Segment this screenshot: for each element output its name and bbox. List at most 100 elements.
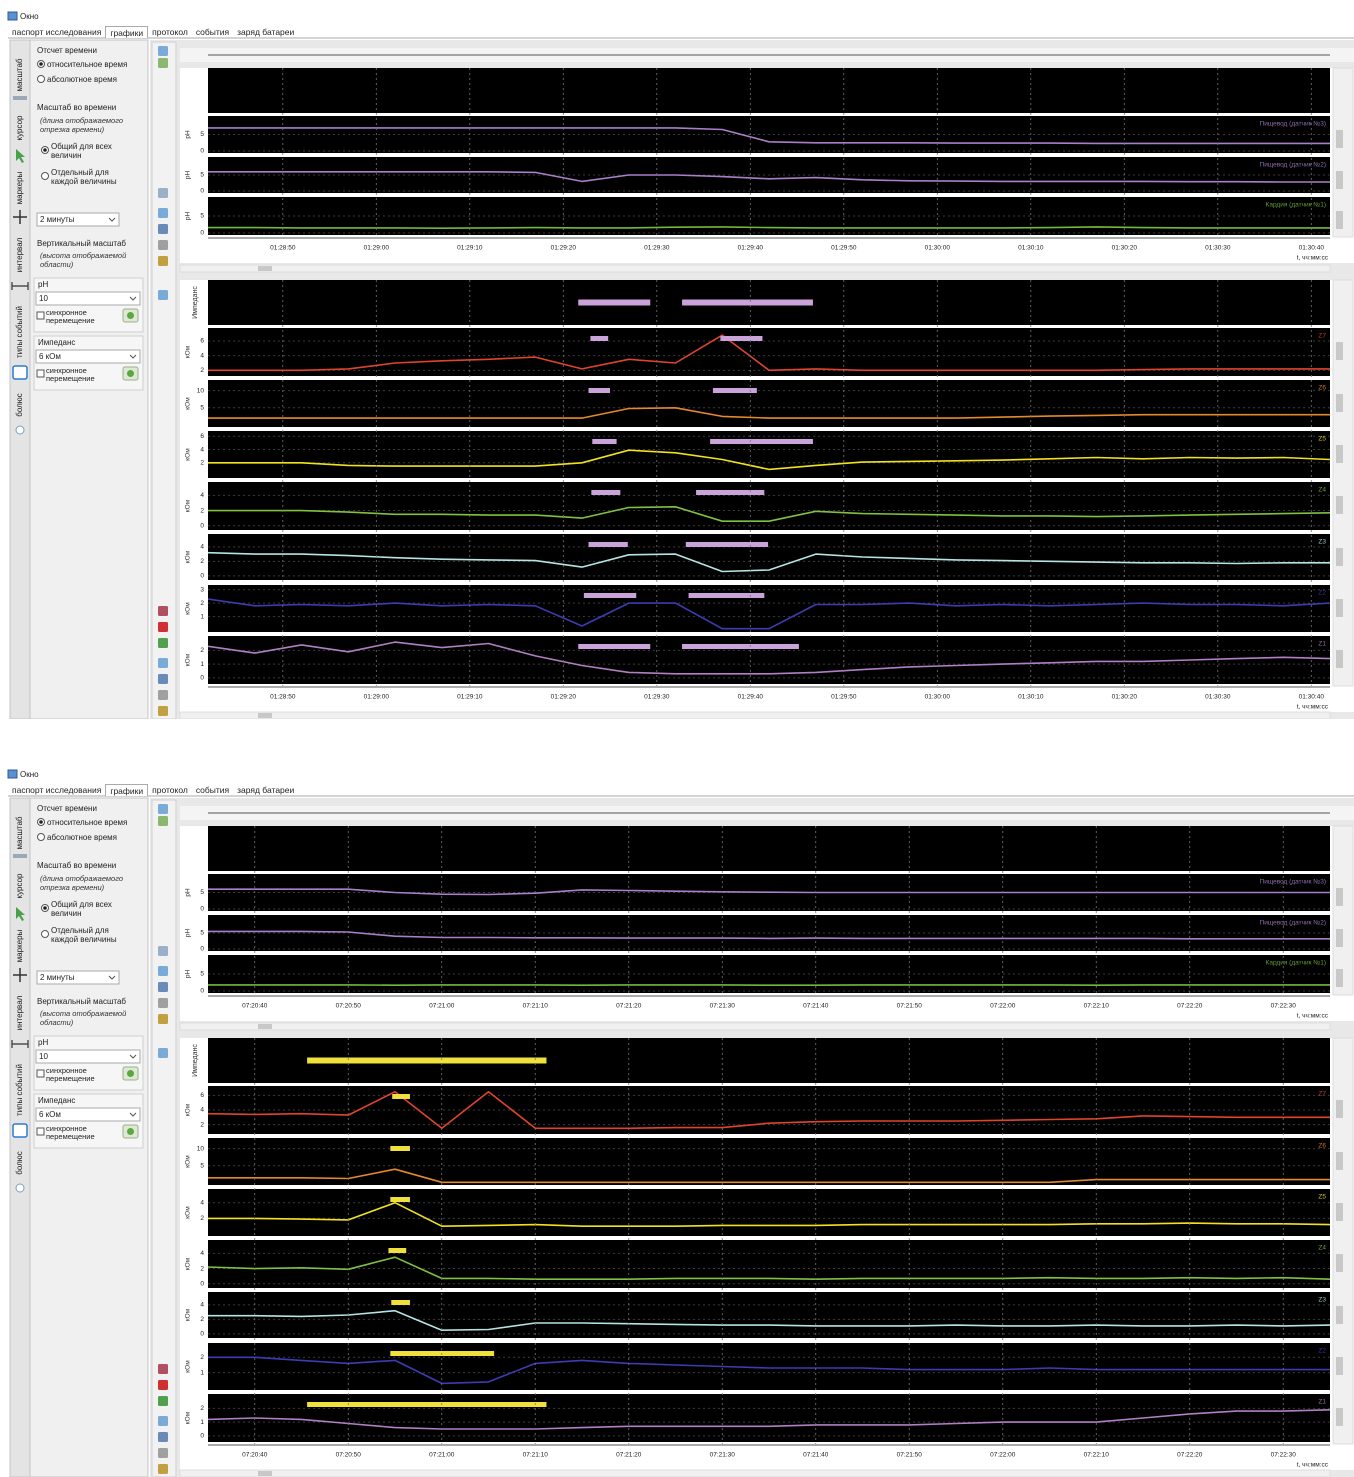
tab[interactable]: протокол bbox=[152, 785, 188, 795]
tab[interactable]: события bbox=[195, 27, 230, 37]
radio[interactable] bbox=[37, 833, 45, 841]
x-tick-label: 07:20:50 bbox=[336, 1452, 362, 1459]
tab[interactable]: паспорт исследования bbox=[12, 785, 102, 795]
toolbar-icon[interactable] bbox=[158, 1048, 168, 1058]
toolbar-icon[interactable] bbox=[158, 982, 168, 992]
h-scrollbar[interactable] bbox=[179, 711, 1331, 719]
channel-background bbox=[208, 1343, 1330, 1390]
toolbar-icon[interactable] bbox=[158, 1364, 168, 1374]
side-tab[interactable]: интервал bbox=[15, 995, 24, 1030]
group-title: Импеданс bbox=[38, 1096, 76, 1105]
toolbar-icon[interactable] bbox=[158, 946, 168, 956]
toolbar-icon[interactable] bbox=[158, 208, 168, 218]
y-tick-label: 6 bbox=[200, 433, 204, 440]
y-tick-label: 1 bbox=[200, 661, 204, 668]
toolbar-icon[interactable] bbox=[158, 658, 168, 668]
toolbar-icon[interactable] bbox=[158, 1416, 168, 1426]
side-tab[interactable]: болюс bbox=[15, 1151, 24, 1175]
toolbar-icon[interactable] bbox=[158, 1380, 168, 1390]
side-tab[interactable]: типы событий bbox=[15, 1064, 24, 1116]
h-scroll-thumb[interactable] bbox=[258, 266, 272, 271]
radio-label: Общий для всех величин bbox=[51, 142, 112, 160]
h-scrollbar[interactable] bbox=[179, 264, 1331, 273]
select-arrow bbox=[129, 354, 137, 359]
h-scroll-thumb[interactable] bbox=[258, 1024, 272, 1029]
checkbox[interactable] bbox=[36, 311, 45, 320]
radio[interactable] bbox=[41, 930, 49, 938]
signal-line bbox=[208, 551, 1330, 573]
select-box[interactable] bbox=[36, 212, 120, 227]
h-scroll-thumb[interactable] bbox=[258, 1471, 272, 1476]
toolbar-icon[interactable] bbox=[158, 804, 168, 814]
side-tab[interactable]: маркеры bbox=[15, 171, 24, 204]
toolbar-icon[interactable] bbox=[158, 256, 168, 266]
radio[interactable] bbox=[41, 172, 49, 180]
checkbox[interactable] bbox=[36, 1127, 45, 1136]
select-box[interactable] bbox=[35, 1049, 141, 1064]
select-box[interactable] bbox=[35, 349, 141, 364]
side-tab[interactable]: масштаб bbox=[15, 816, 24, 849]
y-tick-label: 0 bbox=[200, 230, 204, 237]
x-tick-label: 07:21:10 bbox=[523, 1452, 549, 1459]
toolbar-icon[interactable] bbox=[158, 46, 168, 56]
marker-bar bbox=[583, 593, 637, 598]
toolbar-icon[interactable] bbox=[158, 1396, 168, 1406]
window-title: Окно bbox=[20, 770, 39, 779]
side-tab[interactable]: курсор bbox=[15, 115, 24, 140]
radio-dot bbox=[43, 906, 47, 910]
toolbar-icon[interactable] bbox=[158, 998, 168, 1008]
tab[interactable]: графики bbox=[105, 784, 149, 796]
toolbar-icon[interactable] bbox=[158, 674, 168, 684]
toolbar-icon[interactable] bbox=[158, 290, 168, 300]
side-tab[interactable]: типы событий bbox=[15, 306, 24, 358]
select-box[interactable] bbox=[35, 1107, 141, 1122]
label: Вертикальный масштаб bbox=[37, 997, 126, 1006]
toolbar-icon[interactable] bbox=[158, 224, 168, 234]
window-icon bbox=[7, 11, 18, 21]
toolbar-icon[interactable] bbox=[158, 606, 168, 616]
channel-unit: pH bbox=[185, 970, 192, 979]
y-tick-label: 0 bbox=[200, 988, 204, 995]
h-scrollbar[interactable] bbox=[179, 1469, 1331, 1477]
toolbar-icon[interactable] bbox=[158, 1014, 168, 1024]
radio[interactable] bbox=[37, 75, 45, 83]
toolbar-icon[interactable] bbox=[158, 1464, 168, 1474]
tab[interactable]: паспорт исследования bbox=[12, 27, 102, 37]
toolbar-icon[interactable] bbox=[158, 690, 168, 700]
side-tab[interactable]: масштаб bbox=[15, 58, 24, 91]
toolbar-icon[interactable] bbox=[158, 188, 168, 198]
toolbar-icon[interactable] bbox=[158, 622, 168, 632]
toolbar-icon[interactable] bbox=[158, 638, 168, 648]
side-tab[interactable]: курсор bbox=[15, 873, 24, 898]
toolbar-icon[interactable] bbox=[158, 816, 168, 826]
toolbar-icon[interactable] bbox=[158, 58, 168, 68]
side-tab[interactable]: маркеры bbox=[15, 929, 24, 962]
side-tab[interactable]: болюс bbox=[15, 393, 24, 417]
select-box[interactable] bbox=[36, 970, 120, 985]
checkbox-label: синхронное перемещение bbox=[46, 1066, 95, 1083]
marker-bar bbox=[391, 1300, 410, 1305]
radio-label: абсолютное время bbox=[47, 75, 117, 84]
select-box[interactable] bbox=[35, 291, 141, 306]
tab[interactable]: протокол bbox=[152, 27, 188, 37]
x-tick-label: 01:29:30 bbox=[644, 245, 670, 252]
x-tick-label: 07:22:10 bbox=[1084, 1003, 1110, 1010]
toolbar-icon[interactable] bbox=[158, 966, 168, 976]
tab[interactable]: события bbox=[195, 785, 230, 795]
label: Отсчет времени bbox=[37, 46, 97, 55]
h-scrollbar[interactable] bbox=[179, 1022, 1331, 1031]
toolbar-icon[interactable] bbox=[158, 240, 168, 250]
side-tab[interactable]: интервал bbox=[15, 237, 24, 272]
tab[interactable]: заряд батареи bbox=[237, 27, 295, 37]
toolbar-icon[interactable] bbox=[158, 706, 168, 716]
h-scroll-thumb[interactable] bbox=[258, 713, 272, 718]
checkbox[interactable] bbox=[36, 1069, 45, 1078]
toolbar-icon[interactable] bbox=[158, 1432, 168, 1442]
tab[interactable]: графики bbox=[105, 26, 149, 38]
channel-name: Z6 bbox=[1318, 385, 1326, 392]
tab[interactable]: заряд батареи bbox=[237, 785, 295, 795]
y-tick-label: 4 bbox=[200, 446, 204, 453]
checkbox[interactable] bbox=[36, 369, 45, 378]
toolbar-icon[interactable] bbox=[158, 1448, 168, 1458]
x-tick-label: 01:29:00 bbox=[364, 245, 390, 252]
